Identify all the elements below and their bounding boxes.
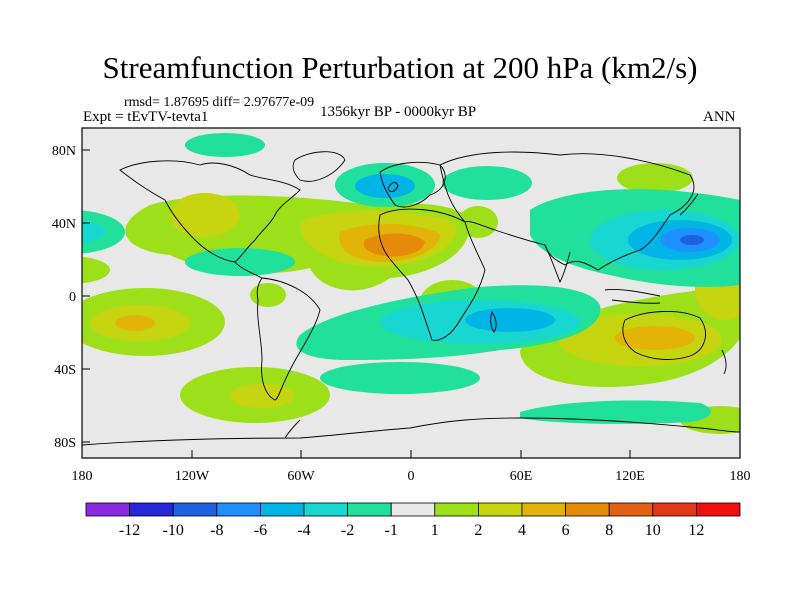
coast-new-zealand bbox=[721, 349, 727, 375]
colorbar-label: 4 bbox=[518, 522, 526, 539]
colorbar-label: 1 bbox=[431, 522, 439, 539]
plot-title: Streamfunction Perturbation at 200 hPa (… bbox=[102, 50, 698, 85]
colorbar-label: -12 bbox=[119, 522, 140, 539]
coast-antarctica bbox=[82, 417, 740, 446]
coast-north-america bbox=[119, 160, 301, 263]
y-tick-label: 40S bbox=[54, 363, 76, 378]
colorbar-swatch bbox=[521, 502, 566, 517]
x-tick-label: 180 bbox=[72, 469, 93, 484]
north-america-min bbox=[185, 133, 265, 157]
europe-min-inner bbox=[355, 174, 415, 198]
season-label: ANN bbox=[703, 109, 736, 125]
coast-asia bbox=[439, 151, 695, 271]
coast-antarctic-peninsula bbox=[284, 419, 301, 439]
colorbar-label: 2 bbox=[474, 522, 482, 539]
colorbar-label: -8 bbox=[210, 522, 223, 539]
colorbar-swatch bbox=[259, 502, 305, 517]
coast-south-america bbox=[256, 277, 321, 401]
colorbar-label: -10 bbox=[163, 522, 184, 539]
y-tick-label: 0 bbox=[69, 290, 76, 305]
south-pacific-min bbox=[320, 362, 480, 394]
coast-europe bbox=[379, 161, 446, 208]
y-axis: 80N 40N 0 40S 80S bbox=[52, 144, 90, 451]
asia-min bbox=[442, 166, 532, 200]
australia-max-core bbox=[615, 326, 695, 350]
colorbar-label: 6 bbox=[562, 522, 570, 539]
x-tick-label: 60W bbox=[287, 469, 315, 484]
colorbar-label: -6 bbox=[254, 522, 267, 539]
period-label: 1356kyr BP - 0000kyr BP bbox=[320, 104, 477, 120]
colorbar-swatch bbox=[608, 502, 654, 517]
x-tick-label: 180 bbox=[730, 469, 751, 484]
atlantic-min bbox=[185, 248, 295, 276]
colorbar-swatch bbox=[696, 502, 741, 517]
colorbar-swatch bbox=[172, 502, 218, 517]
coast-uk bbox=[387, 181, 399, 193]
y-tick-label: 40N bbox=[52, 217, 76, 232]
x-tick-label: 120W bbox=[175, 469, 210, 484]
arabia-pos bbox=[458, 206, 498, 238]
west-pacific-min-core bbox=[680, 235, 704, 245]
equatorial-pacific-pos bbox=[250, 283, 286, 307]
south-america-max-inner bbox=[230, 384, 294, 408]
x-tick-label: 0 bbox=[408, 469, 415, 484]
stats-line: rmsd= 1.87695 diff= 2.97677e-09 bbox=[124, 95, 315, 110]
north-america-max bbox=[170, 193, 240, 237]
colorbar-swatch bbox=[85, 502, 130, 517]
coast-central-america bbox=[234, 261, 263, 279]
colorbar-label: -1 bbox=[385, 522, 398, 539]
colorbar-label: -2 bbox=[341, 522, 354, 539]
experiment-label: Expt = tEvTV-tevta1 bbox=[83, 109, 209, 125]
x-axis: 180 120W 60W 0 60E 120E 180 bbox=[72, 450, 751, 484]
coast-india bbox=[544, 244, 571, 284]
colorbar-swatch bbox=[477, 502, 523, 517]
colorbar-swatch bbox=[565, 502, 610, 517]
y-tick-label: 80N bbox=[52, 144, 76, 159]
x-tick-label: 120E bbox=[615, 469, 645, 484]
coast-indonesia bbox=[604, 289, 661, 304]
coastlines bbox=[82, 151, 740, 446]
colorbar-swatch bbox=[129, 502, 174, 517]
colorbar-label: 12 bbox=[688, 522, 704, 539]
north-africa-max-core bbox=[363, 233, 425, 257]
colorbar-swatch bbox=[652, 502, 697, 517]
x-tick-label: 60E bbox=[510, 469, 533, 484]
central-pacific-min-inner bbox=[82, 220, 105, 244]
east-pacific-max-core bbox=[115, 315, 155, 331]
indian-ocean-min-inner bbox=[465, 308, 555, 332]
contour-field bbox=[82, 128, 740, 458]
colorbar-swatch bbox=[303, 502, 348, 517]
colorbar-swatch bbox=[390, 502, 436, 517]
coast-australia bbox=[622, 310, 706, 360]
colorbar-swatch bbox=[216, 502, 261, 517]
colorbar-label: 8 bbox=[605, 522, 613, 539]
north-pacific-pos bbox=[617, 163, 693, 193]
nw-pacific-pos bbox=[82, 256, 110, 284]
antarctic-min bbox=[520, 400, 711, 424]
colorbar-swatch bbox=[347, 502, 392, 517]
colorbar-label: -4 bbox=[297, 522, 310, 539]
colorbar-swatch bbox=[434, 502, 479, 517]
coast-japan bbox=[679, 193, 699, 216]
colorbar-label: 10 bbox=[645, 522, 661, 539]
y-tick-label: 80S bbox=[54, 436, 76, 451]
coast-greenland bbox=[292, 151, 346, 182]
coast-madagascar bbox=[490, 310, 497, 333]
colorbar: -12 -10 -8 -6 -4 -2 -1 1 2 4 6 8 10 12 bbox=[85, 502, 741, 539]
